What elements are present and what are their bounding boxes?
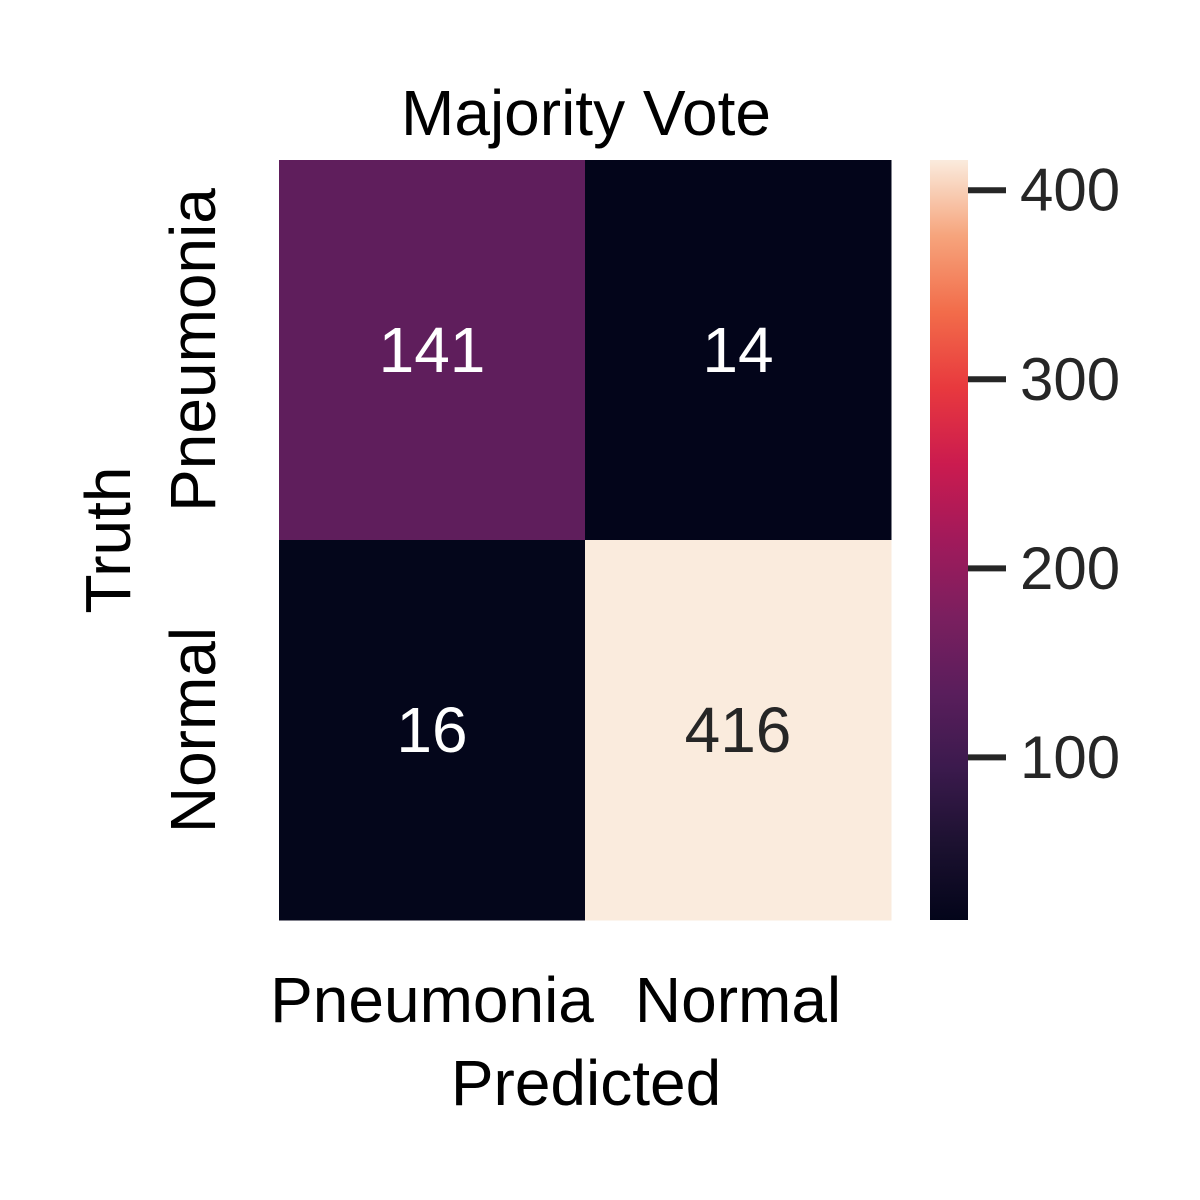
x-tick-label: Normal — [635, 964, 841, 1036]
x-tick-label: Pneumonia — [270, 964, 594, 1036]
colorbar-tick-label: 300 — [1020, 346, 1120, 413]
cell-value-label: 14 — [702, 314, 773, 386]
heatmap-cell — [279, 160, 586, 541]
y-axis-label: Truth — [72, 467, 144, 614]
heatmap-cells — [279, 160, 892, 921]
heatmap-cell — [585, 160, 892, 541]
cell-value-label: 16 — [396, 694, 467, 766]
cell-value-label: 141 — [379, 314, 486, 386]
y-tick-labels: Pneumonia Normal — [157, 188, 229, 833]
x-tick-labels: Pneumonia Normal — [270, 964, 841, 1036]
colorbar-tick-label: 200 — [1020, 535, 1120, 602]
cell-annotations: 141 14 16 416 — [379, 314, 792, 766]
y-tick-label: Normal — [157, 627, 229, 833]
cell-value-label: 416 — [685, 694, 792, 766]
colorbar — [930, 160, 968, 920]
x-axis-label: Predicted — [451, 1047, 721, 1119]
y-tick-label: Pneumonia — [157, 188, 229, 512]
colorbar-tick-label: 100 — [1020, 724, 1120, 791]
colorbar-ticks: 100 200 300 400 — [968, 157, 1120, 791]
heatmap-cell — [585, 540, 892, 921]
chart-title: Majority Vote — [401, 77, 771, 149]
heatmap-cell — [279, 540, 586, 921]
colorbar-tick-label: 400 — [1020, 157, 1120, 224]
